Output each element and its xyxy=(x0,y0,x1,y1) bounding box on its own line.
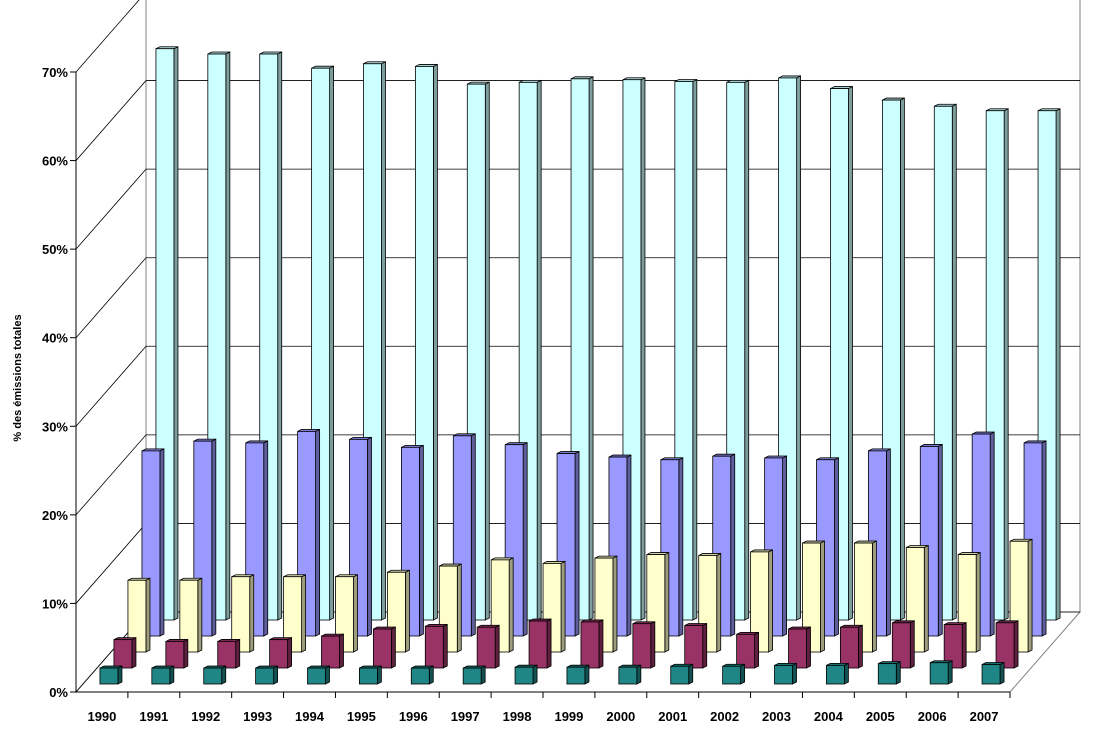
bar xyxy=(839,624,863,669)
bar xyxy=(722,663,746,685)
bar xyxy=(424,623,448,669)
series-sources-diverses xyxy=(99,660,1005,685)
x-tick-label: 2007 xyxy=(970,709,999,724)
bar xyxy=(231,574,255,653)
x-tick-label: 2002 xyxy=(710,709,739,724)
bar xyxy=(410,665,434,685)
bar xyxy=(774,662,797,685)
series-combustion-industrielle xyxy=(113,618,1019,669)
gridline xyxy=(75,168,1080,250)
x-axis: 1990 1991 1992 1993 1994 1995 1996 1997 1998 1999… xyxy=(76,691,1011,724)
x-tick-label: 2005 xyxy=(866,709,895,724)
bar xyxy=(891,620,915,669)
y-tick-label: 30% xyxy=(42,419,68,434)
bar xyxy=(570,76,594,621)
bar xyxy=(802,540,825,653)
x-tick-label: 1999 xyxy=(554,709,583,724)
y-tick-label: 10% xyxy=(42,596,68,611)
x-tick-label: 1992 xyxy=(191,709,220,724)
gridline xyxy=(75,0,140,73)
bar xyxy=(203,665,227,685)
bar xyxy=(283,574,307,653)
bar xyxy=(622,77,646,621)
bar xyxy=(788,626,811,669)
series-transports xyxy=(155,46,1061,621)
bar xyxy=(877,660,901,685)
bar xyxy=(372,626,396,669)
bar xyxy=(736,631,760,669)
y-tick-label: 20% xyxy=(42,508,68,523)
bar xyxy=(255,665,279,685)
bar xyxy=(684,622,708,669)
bar xyxy=(217,638,241,669)
bar xyxy=(514,664,538,685)
bar xyxy=(726,79,750,621)
y-tick-label: 50% xyxy=(42,242,68,257)
x-tick-label: 2001 xyxy=(658,709,687,724)
gridline xyxy=(75,80,1080,161)
x-tick-label: 1990 xyxy=(87,709,116,724)
x-tick-label: 1994 xyxy=(295,709,325,724)
bar xyxy=(113,637,137,669)
bar xyxy=(618,664,642,685)
bar xyxy=(335,574,358,653)
bar xyxy=(127,577,151,653)
bar xyxy=(580,619,604,669)
bar xyxy=(981,661,1005,685)
x-tick-label: 1993 xyxy=(243,709,272,724)
bar xyxy=(476,624,500,669)
bar xyxy=(853,540,877,653)
bar xyxy=(943,621,967,669)
bar xyxy=(929,660,953,685)
bar xyxy=(566,664,590,685)
bar xyxy=(528,618,552,669)
bar xyxy=(825,662,849,685)
bar xyxy=(165,638,189,669)
bar xyxy=(995,620,1019,669)
bar xyxy=(179,577,203,653)
y-tick-label: 0% xyxy=(49,685,68,700)
y-tick-label: 60% xyxy=(42,154,68,169)
x-tick-label: 1991 xyxy=(139,709,168,724)
bar xyxy=(632,621,656,669)
y-tick-label: 40% xyxy=(42,331,68,346)
bar xyxy=(358,665,382,685)
gridline xyxy=(75,257,1080,338)
y-tick-label: 70% xyxy=(42,65,68,80)
bars xyxy=(99,46,1061,685)
bar xyxy=(670,663,694,685)
bar xyxy=(307,665,330,685)
x-tick-label: 1995 xyxy=(347,709,376,724)
y-axis-label: % des émissions totales xyxy=(12,314,24,441)
y-axis: 0% 10% 20% 30% 40% 50% 60% 70% xyxy=(42,65,77,700)
bar xyxy=(269,637,293,669)
bar xyxy=(957,551,981,653)
x-tick-label: 2006 xyxy=(918,709,947,724)
bar xyxy=(321,633,344,669)
gridline xyxy=(75,345,1080,427)
x-tick-label: 1997 xyxy=(451,709,480,724)
bar xyxy=(151,665,175,685)
bar xyxy=(99,665,123,685)
gridline xyxy=(75,434,1080,516)
bar xyxy=(462,665,486,685)
x-tick-label: 1996 xyxy=(399,709,428,724)
x-tick-label: 2000 xyxy=(606,709,635,724)
x-tick-label: 1998 xyxy=(503,709,532,724)
bar xyxy=(750,549,774,653)
x-tick-label: 2003 xyxy=(762,709,791,724)
x-tick-label: 2004 xyxy=(814,709,844,724)
